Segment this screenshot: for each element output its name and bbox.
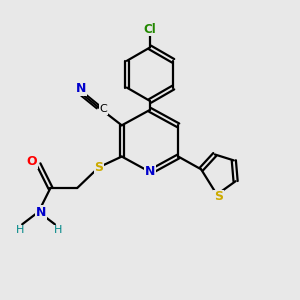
Text: C: C [100,104,107,114]
Text: O: O [27,155,37,168]
Text: H: H [54,225,62,235]
Text: S: S [214,190,223,203]
Text: H: H [16,225,24,235]
Text: S: S [94,161,103,174]
Text: N: N [36,206,46,219]
Text: Cl: Cl [144,22,156,35]
Text: N: N [145,166,155,178]
Text: N: N [76,82,86,95]
